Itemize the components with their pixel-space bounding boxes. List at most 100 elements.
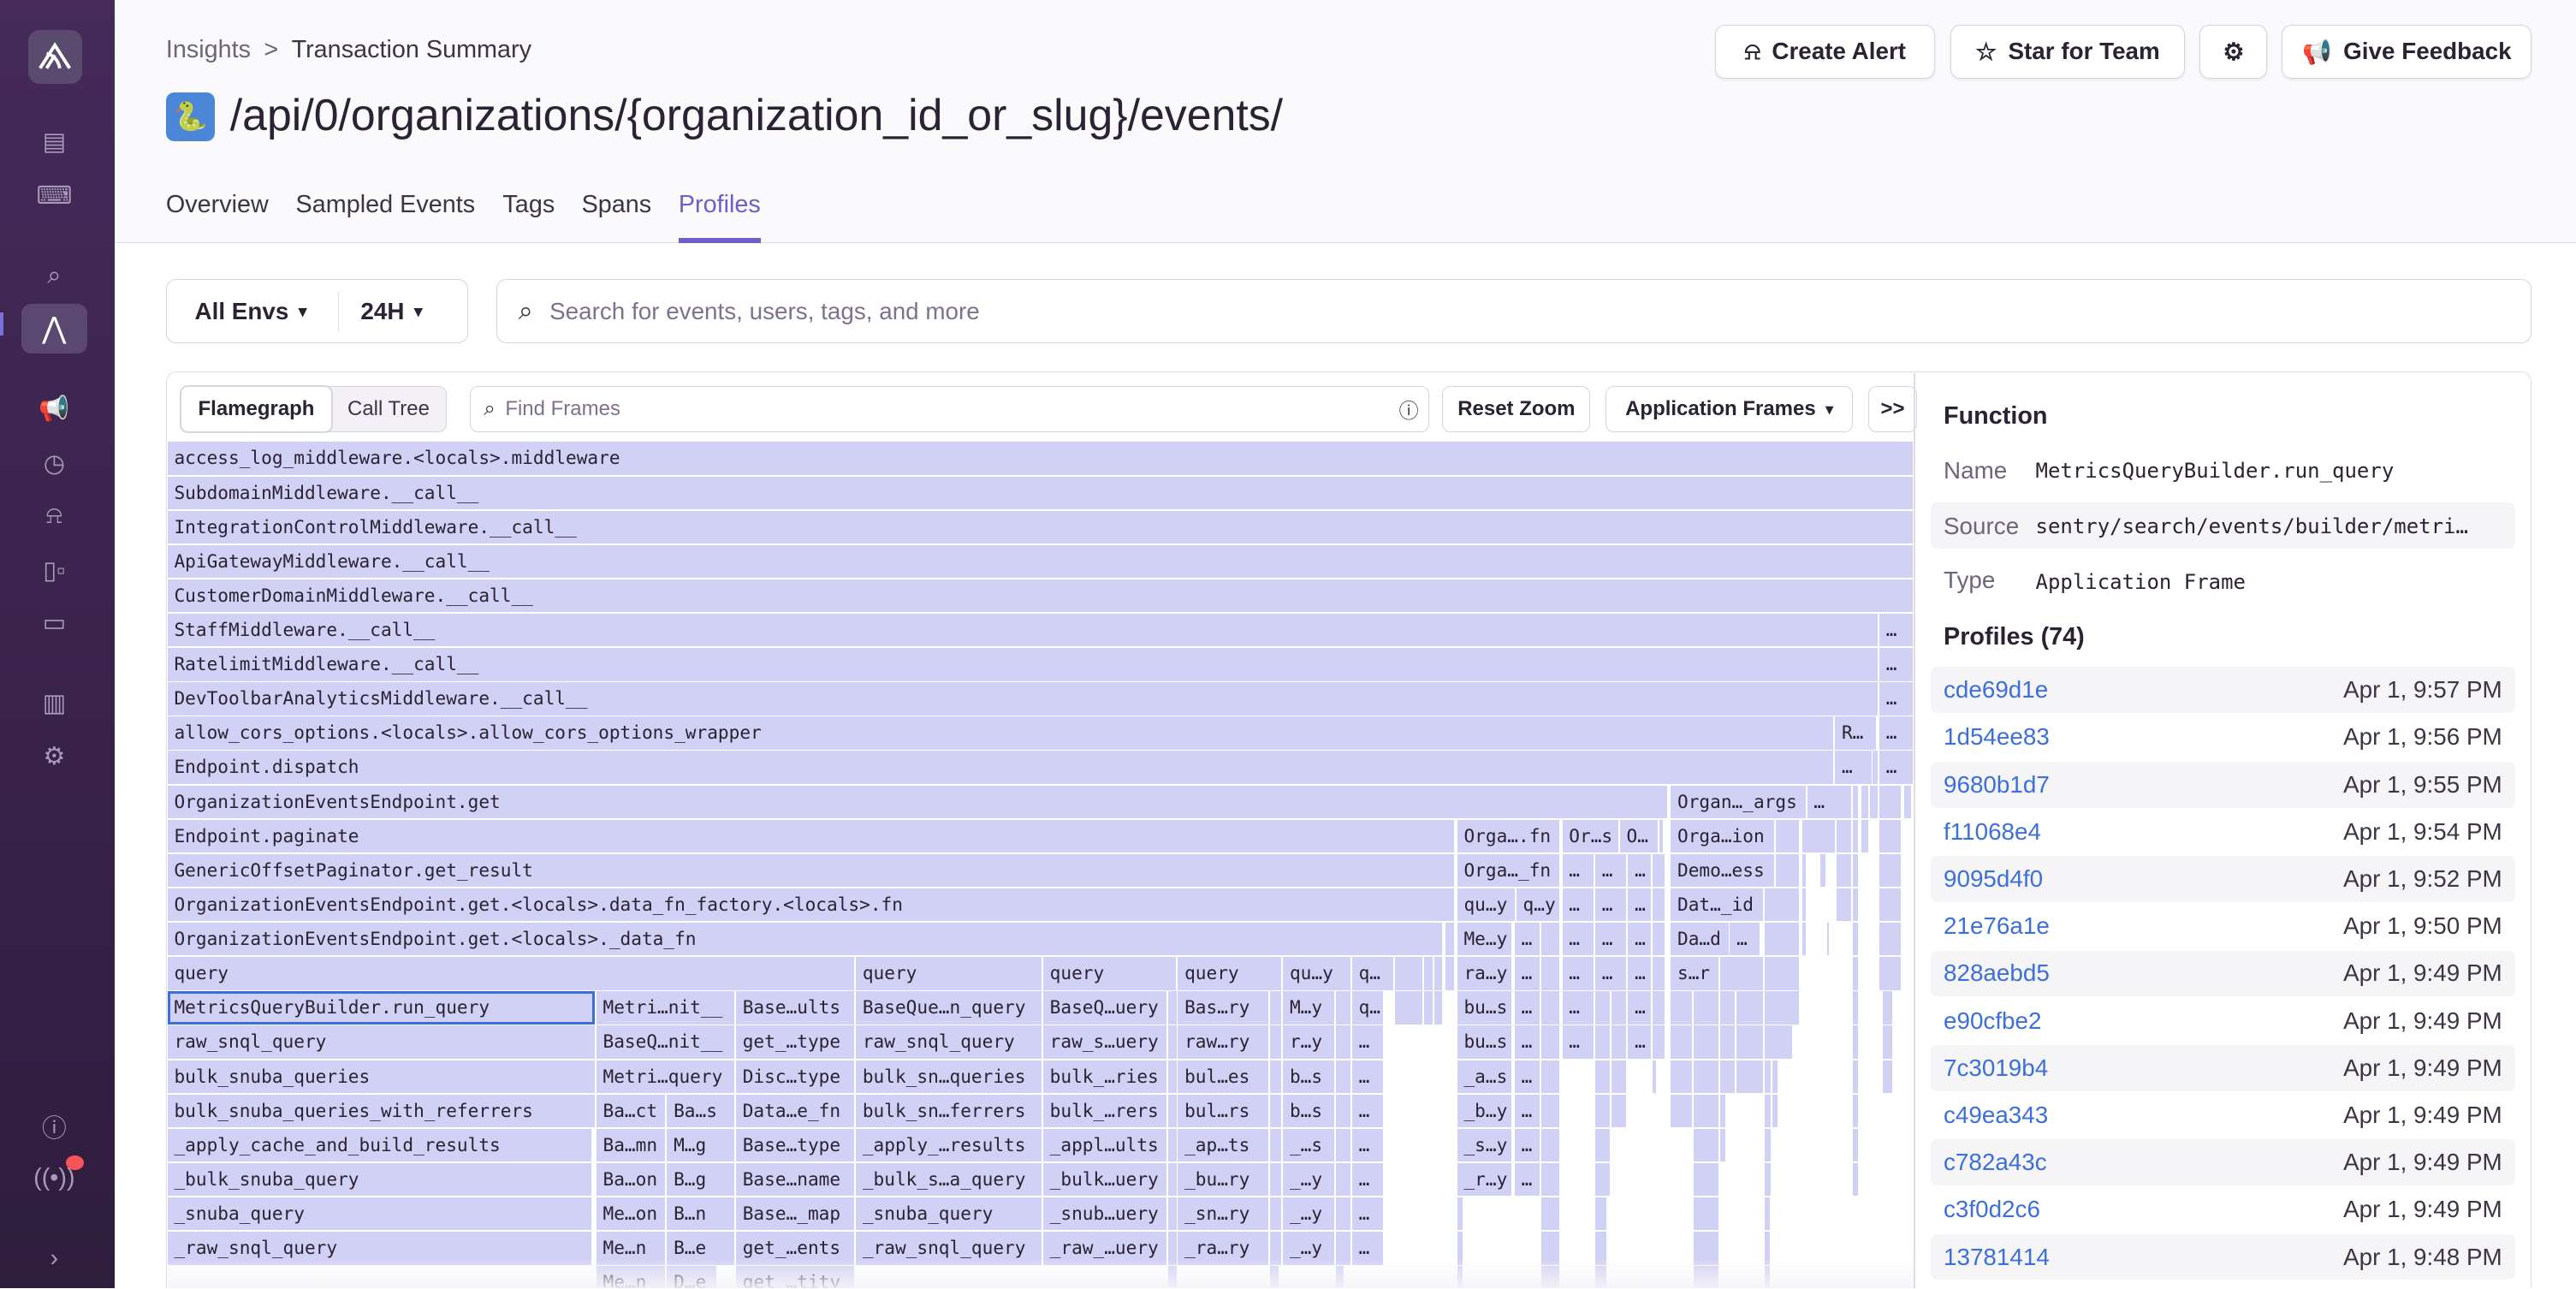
search-input[interactable]: ⌕ Search for events, users, tags, and mo… — [496, 279, 2532, 344]
tab-spans[interactable]: Spans — [581, 190, 652, 218]
profile-list-item: cde69d1e Apr 1, 9:57 PM — [1930, 667, 2516, 714]
profile-list-item: c49ea343 Apr 1, 9:49 PM — [1931, 1092, 2515, 1138]
collapse-chevron-icon[interactable]: › — [50, 1244, 59, 1272]
profile-timestamp: Apr 1, 9:49 PM — [2343, 1007, 2502, 1034]
bottom-fade — [167, 1256, 1914, 1289]
projects-icon[interactable]: ⌨ — [36, 181, 73, 210]
profile-id-link[interactable]: c782a43c — [1943, 1149, 2047, 1176]
chevron-down-icon: ▾ — [413, 302, 423, 321]
profile-timestamp: Apr 1, 9:54 PM — [2343, 817, 2502, 845]
tab-tags[interactable]: Tags — [502, 190, 555, 218]
create-alert-button[interactable]: ⍾ Create Alert — [1715, 24, 1936, 80]
breadcrumb: Insights > Transaction Summary — [166, 36, 531, 64]
stack-icon[interactable]: ▭ — [42, 609, 66, 638]
search-icon: ⌕ — [484, 397, 496, 420]
profile-id-link[interactable]: cde69d1e — [1943, 676, 2049, 704]
profile-id-link[interactable]: c3f0d2c6 — [1943, 1196, 2040, 1223]
profile-timestamp: Apr 1, 9:56 PM — [2343, 723, 2502, 751]
profile-list-item: 13781414 Apr 1, 9:48 PM — [1930, 1233, 2516, 1280]
megaphone-icon[interactable]: 📢 — [39, 395, 70, 423]
chevron-down-icon: ▾ — [298, 302, 307, 321]
name-value: MetricsQueryBuilder.run_query — [2035, 458, 2395, 483]
page-filter-bar: All Envs ▾ 24H ▾ — [165, 279, 469, 344]
period-value: 24H — [360, 297, 405, 324]
profile-id-link[interactable]: 21e76a1e — [1943, 912, 2050, 940]
profile-timestamp: Apr 1, 9:57 PM — [2343, 676, 2502, 704]
tab-sampled-events[interactable]: Sampled Events — [295, 190, 476, 218]
issues-icon[interactable]: ▤ — [42, 128, 66, 156]
expand-sidebar-button[interactable]: >> — [1867, 386, 1918, 432]
settings-button[interactable]: ⚙ — [2199, 24, 2268, 80]
panel-divider — [1914, 372, 1916, 1289]
profile-id-link[interactable]: 1d54ee83 — [1943, 723, 2050, 751]
tab-overview[interactable]: Overview — [165, 190, 269, 218]
search-icon: ⌕ — [518, 295, 533, 326]
star-for-team-label: Star for Team — [2008, 38, 2160, 65]
profile-list-item: 1d54ee83 Apr 1, 9:56 PM — [1931, 715, 2515, 761]
chevron-down-icon: ▾ — [1825, 400, 1833, 418]
profile-timestamp: Apr 1, 9:48 PM — [2343, 1243, 2502, 1270]
megaphone-icon: 📢 — [2302, 38, 2332, 65]
breadcrumb-insights[interactable]: Insights — [165, 36, 252, 64]
siren-icon: ⍾ — [1744, 37, 1760, 64]
profile-id-link[interactable]: 13781414 — [1943, 1243, 2050, 1270]
profile-timestamp: Apr 1, 9:50 PM — [2343, 912, 2502, 940]
type-value: Application Frame — [2035, 570, 2246, 595]
profile-list-item: 21e76a1e Apr 1, 9:50 PM — [1931, 903, 2515, 949]
profile-id-link[interactable]: e90cfbe2 — [1943, 1007, 2042, 1034]
profile-id-link[interactable]: 828aebd5 — [1943, 959, 2050, 987]
profile-id-link[interactable]: 7c3019b4 — [1943, 1054, 2049, 1081]
source-label: Source — [1944, 512, 2020, 539]
profile-id-link[interactable]: f11068e4 — [1943, 817, 2041, 845]
profile-list-item: e90cfbe2 Apr 1, 9:49 PM — [1931, 998, 2515, 1044]
page-title: /api/0/organizations/{organization_id_or… — [229, 89, 1284, 140]
profile-list-item: 9095d4f0 Apr 1, 9:52 PM — [1930, 856, 2516, 902]
period-selector[interactable]: 24H ▾ — [339, 298, 422, 325]
alerts-siren-icon[interactable]: ⍾ — [45, 502, 62, 530]
source-row-bg — [1930, 502, 2516, 549]
profile-timestamp: Apr 1, 9:49 PM — [2343, 959, 2502, 987]
python-platform-icon: 🐍 — [165, 92, 216, 142]
view-toggle: Flamegraph Call Tree — [181, 386, 448, 432]
profile-list-item: f11068e4 Apr 1, 9:54 PM — [1931, 809, 2515, 855]
stats-icon[interactable]: ▥ — [42, 690, 66, 718]
profile-timestamp: Apr 1, 9:49 PM — [2343, 1054, 2502, 1081]
profile-timestamp: Apr 1, 9:55 PM — [2343, 770, 2502, 798]
breadcrumb-separator: > — [264, 36, 279, 64]
call-tree-toggle[interactable]: Call Tree — [347, 397, 430, 420]
profile-id-link[interactable]: c49ea343 — [1943, 1101, 2049, 1128]
broadcast-icon[interactable]: ((•)) — [33, 1163, 75, 1191]
profile-list-item: 7c3019b4 Apr 1, 9:49 PM — [1930, 1044, 2516, 1091]
profile-list-item: c3f0d2c6 Apr 1, 9:49 PM — [1931, 1187, 2515, 1233]
application-frames-dropdown[interactable]: Application Frames ▾ — [1605, 386, 1854, 432]
profile-list-item: 828aebd5 Apr 1, 9:49 PM — [1930, 950, 2516, 997]
profile-id-link[interactable]: 9680b1d7 — [1943, 770, 2050, 798]
flamegraph-toggle[interactable]: Flamegraph — [181, 387, 331, 431]
explore-search-icon[interactable]: ⌕ — [47, 262, 62, 289]
frames-filter-value: Application Frames — [1625, 397, 1816, 420]
dashboards-icon[interactable]: ▯▫ — [43, 556, 66, 585]
help-icon[interactable]: ⓘ — [41, 1115, 67, 1143]
reset-zoom-button[interactable]: Reset Zoom — [1442, 386, 1591, 432]
find-frames-placeholder: Find Frames — [505, 397, 620, 420]
tab-profiles[interactable]: Profiles — [678, 190, 761, 218]
give-feedback-label: Give Feedback — [2343, 38, 2512, 65]
give-feedback-button[interactable]: 📢 Give Feedback — [2282, 24, 2532, 80]
profile-id-link[interactable]: 9095d4f0 — [1943, 865, 2044, 893]
releases-icon[interactable]: ◷ — [43, 449, 65, 478]
function-heading: Function — [1944, 402, 2048, 431]
sentry-logo[interactable] — [27, 29, 82, 84]
find-frames-input[interactable]: ⌕ Find Frames ⓘ — [470, 386, 1430, 432]
active-tab-indicator — [678, 238, 761, 244]
source-value: sentry/search/events/builder/metri… — [2035, 514, 2468, 538]
environment-selector[interactable]: All Envs ▾ — [167, 291, 340, 331]
settings-gear-icon[interactable]: ⚙ — [43, 742, 66, 770]
star-icon: ☆ — [1975, 38, 1997, 65]
sidebar: ▤ ⌨ ⌕ ⋀ 📢 ◷ ⍾ ▯▫ ▭ ▥ ⚙ ⓘ ((•)) › — [0, 0, 116, 1289]
active-indicator — [0, 312, 3, 336]
info-icon[interactable]: ⓘ — [1398, 400, 1419, 422]
insights-icon[interactable]: ⋀ — [21, 304, 87, 353]
environment-value: All Envs — [194, 297, 289, 324]
type-label: Type — [1944, 567, 1996, 594]
star-for-team-button[interactable]: ☆ Star for Team — [1950, 24, 2186, 80]
